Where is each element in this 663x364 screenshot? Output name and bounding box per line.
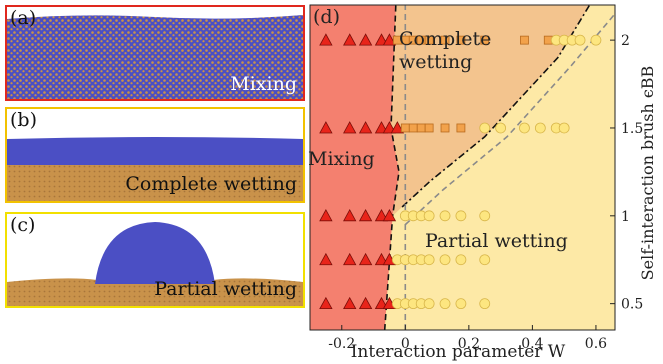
partial-wetting-marker (439, 254, 451, 266)
partial-wetting-snapshot (7, 222, 303, 306)
partial-wetting-marker (495, 122, 507, 134)
panel-label-a: (a) (10, 7, 37, 29)
partial-wetting-marker (479, 254, 491, 266)
boundary-line-3 (404, 13, 616, 226)
mixing-marker (382, 33, 397, 46)
boundary-line-0 (383, 4, 400, 331)
y-axis-ticks: 0.5 1 1.5 2 (610, 33, 643, 313)
partial-wetting-marker (455, 298, 467, 310)
partial-wetting-marker (558, 122, 570, 134)
complete-wetting-marker (440, 35, 450, 45)
panel-label-b: (b) (10, 109, 37, 131)
snapshot-panel-partial-wetting: (c) Partial wetting (5, 212, 305, 308)
x-axis-ticks: -0.2 0 0.2 0.4 0.6 (328, 325, 607, 352)
y-tick-label: 1 (621, 209, 630, 225)
x-tick-label: -0.2 (328, 336, 355, 352)
complete-wetting-marker (456, 35, 466, 45)
mixing-marker (358, 296, 373, 310)
x-axis-label: Interaction parameter W (351, 342, 566, 362)
mixing-marker (358, 121, 373, 134)
partial-wetting-marker (574, 34, 586, 46)
partial-wetting-marker (590, 34, 602, 46)
y-tick-label: 2 (621, 33, 630, 49)
y-tick-label: 0.5 (621, 297, 643, 313)
complete-wetting-marker (520, 35, 529, 45)
partial-wetting-marker (455, 254, 467, 266)
mixing-marker (343, 121, 357, 134)
partial-wetting-marker (439, 210, 451, 222)
data-markers (319, 33, 602, 310)
panel-label-d: (d) (313, 6, 340, 28)
panel-caption-complete-wetting: Complete wetting (125, 173, 297, 195)
mixing-snapshot (7, 15, 303, 99)
complete-wetting-marker (440, 123, 450, 133)
complete-wetting-marker (480, 35, 490, 45)
x-tick-label: 0.2 (458, 336, 480, 352)
plot-frame (309, 4, 616, 331)
mixing-marker (319, 121, 333, 134)
mixing-marker (343, 33, 357, 46)
complete-wetting-marker (456, 123, 466, 133)
panel-caption-mixing: Mixing (230, 73, 297, 95)
complete-wetting-snapshot (7, 137, 303, 201)
partial-wetting-marker (479, 210, 491, 222)
partial-wetting-marker (423, 298, 435, 310)
partial-wetting-marker (519, 122, 530, 134)
mixing-marker (358, 208, 373, 222)
y-axis-label: Self-interaction brush ϵBB (638, 66, 657, 281)
mixing-marker (319, 33, 333, 46)
partial-wetting-marker (534, 122, 546, 134)
mixing-marker (390, 121, 405, 134)
panel-label-c: (c) (10, 214, 36, 236)
mixing-marker (343, 208, 357, 222)
partial-wetting-marker (423, 254, 435, 266)
partial-wetting-marker (479, 122, 491, 134)
mixing-marker (319, 296, 333, 310)
region-label-wetting: wetting (399, 51, 472, 73)
mixing-marker (319, 208, 333, 222)
mixing-marker (358, 33, 373, 46)
region-label-mixing: Mixing (308, 148, 375, 170)
complete-wetting-marker (424, 35, 434, 45)
partial-wetting-marker (439, 298, 451, 310)
y-tick-label: 1.5 (621, 121, 643, 137)
region-label-complete: Complete (399, 28, 491, 50)
partial-wetting-marker (479, 298, 491, 310)
complete-wetting-marker (416, 123, 426, 133)
x-tick-label: 0 (401, 336, 410, 352)
region-label-partial-wetting: Partial wetting (425, 230, 568, 252)
mixing-marker (343, 252, 357, 266)
phase-regions (310, 5, 615, 330)
x-tick-label: 0.6 (585, 336, 607, 352)
panel-caption-partial-wetting: Partial wetting (154, 278, 297, 300)
mixing-region (310, 5, 399, 330)
snapshot-panel-complete-wetting: (b) Complete wetting (5, 107, 305, 203)
x-tick-label: 0.4 (521, 336, 543, 352)
mixing-marker (319, 252, 333, 266)
mixing-marker (343, 296, 357, 310)
complete-wetting-marker (400, 123, 410, 133)
mixing-marker (382, 208, 397, 222)
complete-wetting-marker (424, 123, 434, 133)
complete-wetting-region (391, 5, 615, 216)
phase-diagram-chart: -0.2 0 0.2 0.4 0.6 0.5 1 1.5 2 (d) Mixing Compl… (308, 4, 657, 362)
complete-wetting-marker (408, 123, 418, 133)
partial-wetting-marker (455, 210, 467, 222)
mixing-marker (358, 252, 373, 266)
partial-wetting-marker (423, 210, 435, 222)
snapshot-panel-mixing: (a) Mixing (5, 5, 305, 101)
